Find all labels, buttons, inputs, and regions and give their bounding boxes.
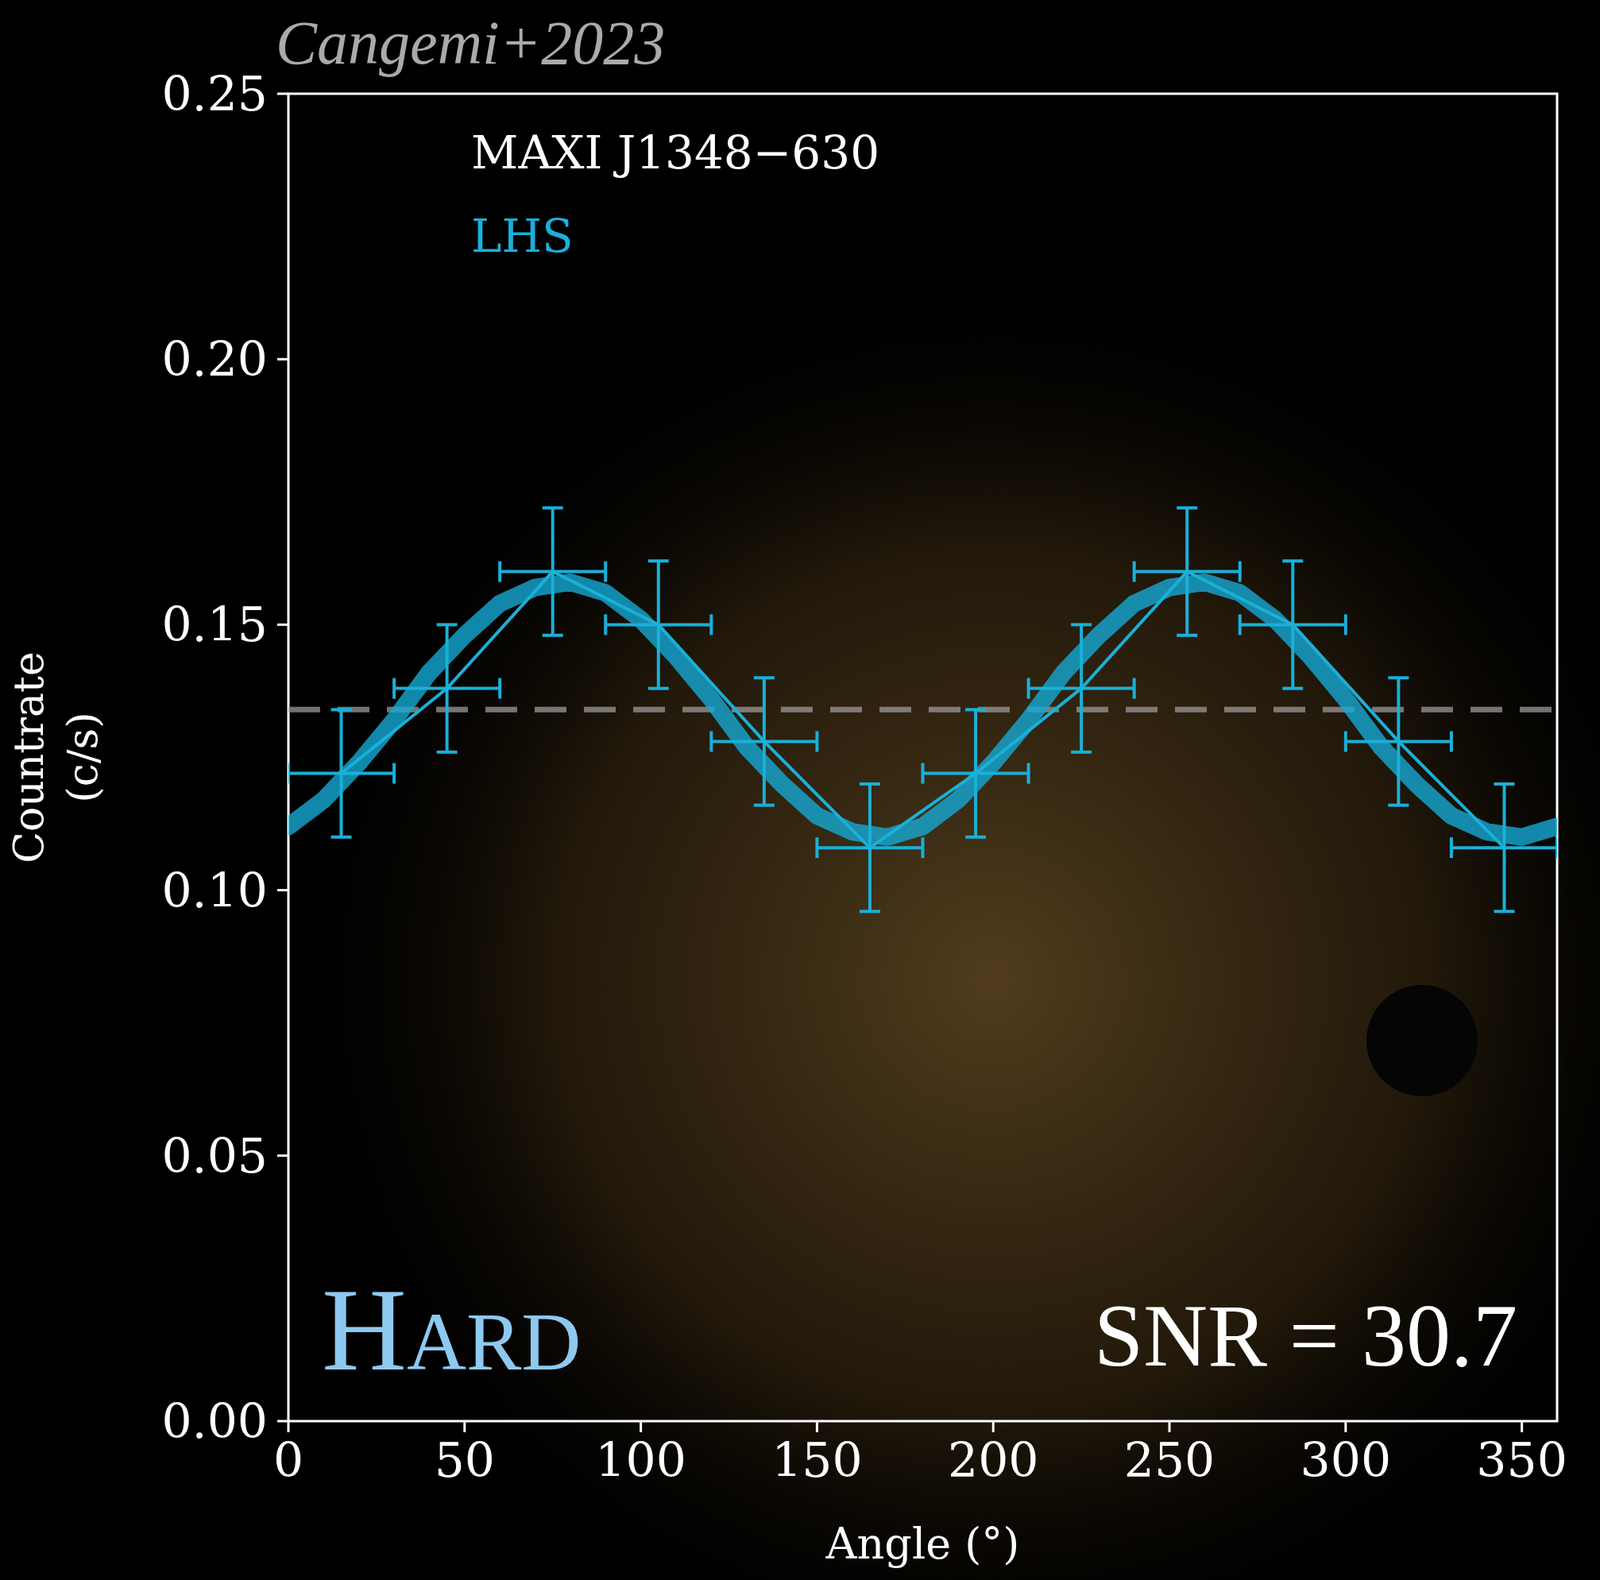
y-tick — [277, 1154, 289, 1157]
data-point — [1345, 677, 1452, 805]
plot-frame — [288, 93, 1558, 1422]
y-tick-label: 0.20 — [161, 331, 268, 387]
x-tick — [992, 1421, 995, 1433]
data-point — [605, 560, 712, 688]
data-point — [288, 709, 395, 837]
y-tick — [277, 1420, 289, 1423]
data-point — [923, 709, 1029, 837]
x-tick — [1168, 1421, 1172, 1433]
x-tick-label: 0 — [273, 1432, 304, 1488]
data-point — [711, 677, 817, 805]
data-point — [1134, 507, 1241, 635]
y-tick — [277, 358, 289, 361]
state-label: Hard — [321, 1264, 581, 1396]
x-tick-label: 250 — [1124, 1432, 1216, 1488]
y-tick-label: 0.25 — [161, 65, 268, 122]
chart: MAXI J1348−630 LHS Cangemi+2023 0 50 100 150 20… — [0, 0, 1600, 1580]
x-tick — [463, 1421, 466, 1433]
data-point — [394, 624, 500, 752]
x-tick-label: 350 — [1476, 1432, 1568, 1488]
data-point — [816, 784, 923, 912]
x-tick — [287, 1421, 290, 1433]
y-tick — [277, 888, 289, 892]
data-point — [1451, 784, 1558, 912]
x-tick-label: 150 — [771, 1432, 863, 1488]
data-point — [499, 507, 606, 635]
black-hole — [1366, 985, 1478, 1097]
background — [0, 0, 1600, 1580]
y-axis-title: Countrate(c/s) — [4, 651, 107, 864]
legend-box — [447, 109, 1004, 293]
citation: Cangemi+2023 — [275, 7, 665, 78]
x-tick — [1344, 1421, 1347, 1433]
x-tick — [1520, 1421, 1523, 1433]
plot-area — [288, 507, 1558, 912]
data-point — [1240, 560, 1346, 688]
x-tick-label: 300 — [1300, 1432, 1392, 1488]
model-curve — [288, 582, 1558, 838]
snr-label: SNR = 30.7 — [1093, 1286, 1518, 1385]
legend-entry: LHS — [471, 208, 574, 263]
y-tick — [277, 623, 289, 627]
y-tick-label: 0.15 — [161, 596, 268, 653]
data-point — [1028, 624, 1135, 752]
series-line — [341, 571, 1505, 849]
x-tick — [639, 1421, 642, 1433]
x-tick-label: 100 — [595, 1432, 687, 1488]
y-tick-label: 0.10 — [161, 862, 268, 919]
x-tick — [815, 1421, 819, 1433]
nebula — [0, 0, 1600, 1580]
x-tick-label: 50 — [434, 1432, 495, 1488]
y-tick — [277, 92, 289, 96]
x-tick-label: 200 — [947, 1432, 1040, 1488]
y-tick-label: 0.00 — [161, 1393, 268, 1450]
legend-title: MAXI J1348−630 — [471, 125, 880, 180]
y-tick-label: 0.05 — [161, 1128, 268, 1184]
x-axis-title: Angle (°) — [825, 1518, 1021, 1570]
